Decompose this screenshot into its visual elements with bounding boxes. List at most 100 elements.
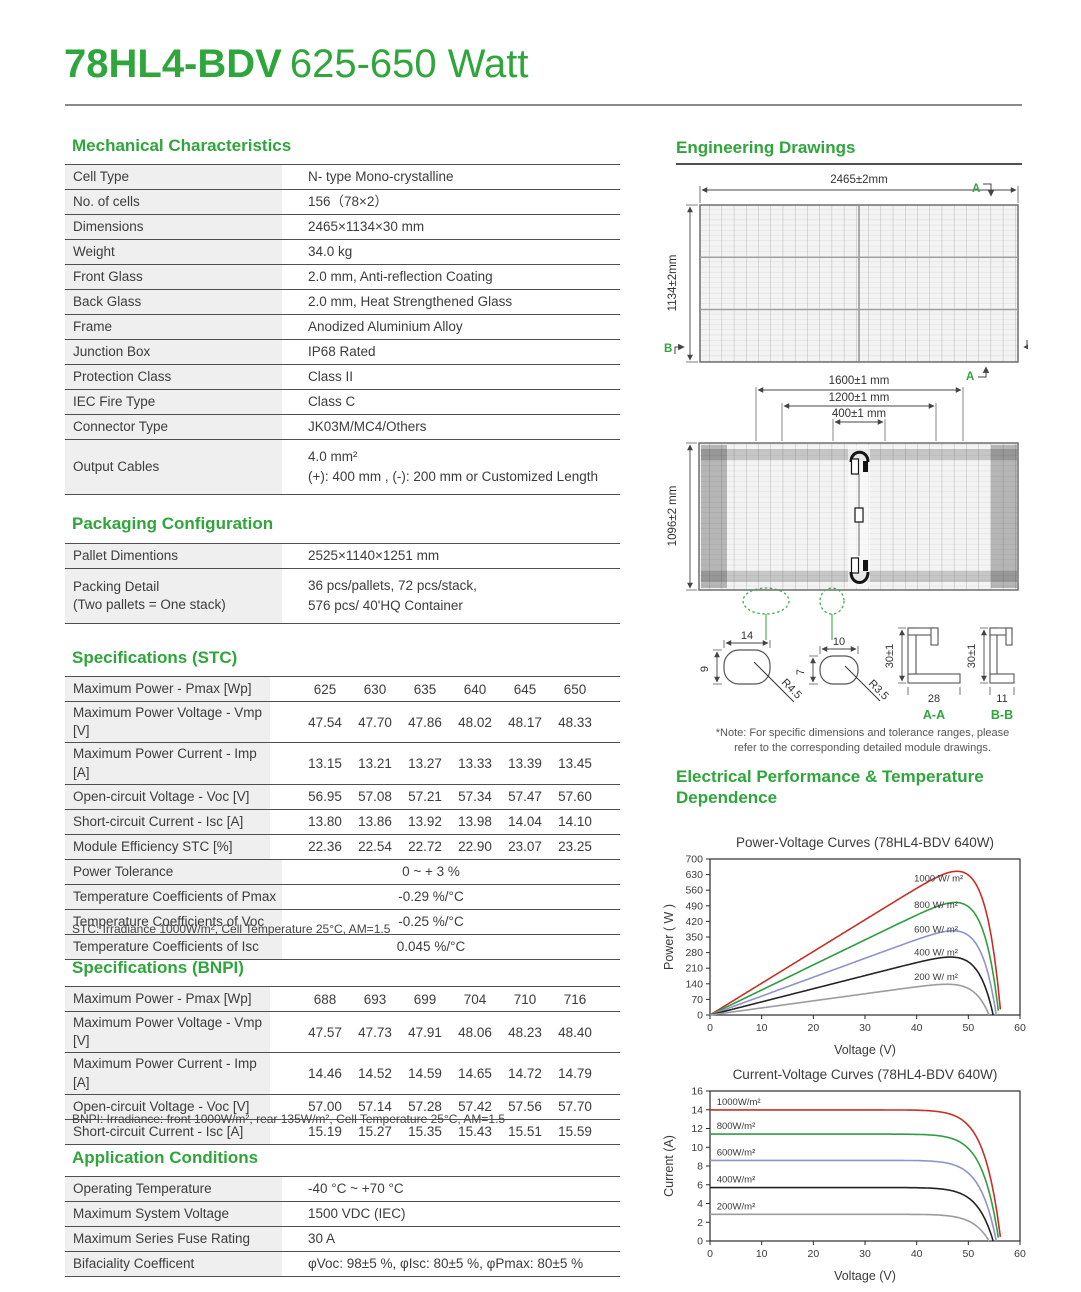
row-label-text: Short-circuit Current - Isc [A] bbox=[73, 813, 244, 829]
curve-1000 bbox=[709, 870, 1002, 1016]
row-value: IP68 Rated bbox=[282, 340, 620, 364]
row-label-text: Weight bbox=[73, 243, 115, 259]
row-label-text: Maximum Power Voltage - Vmp [V] bbox=[73, 705, 263, 739]
row-label-text: Temperature Coefficients of Isc bbox=[73, 938, 259, 954]
row-label: Open-circuit Voltage - Voc [V] bbox=[65, 784, 270, 809]
y-tick-label: 420 bbox=[685, 916, 703, 928]
spec-value: 15.59 bbox=[558, 1124, 592, 1140]
y-tick-label: 70 bbox=[691, 994, 703, 1006]
row-value-text: IP68 Rated bbox=[308, 344, 376, 360]
row-value-text: 4.0 mm² bbox=[308, 449, 358, 465]
stc-footnote: STC: Irradiance 1000W/m², Cell Temperatu… bbox=[72, 922, 391, 936]
curve-400 bbox=[710, 1186, 994, 1242]
table-row: Short-circuit Current - Isc [A] 15.19 15.2… bbox=[65, 1119, 620, 1145]
curve-400 bbox=[709, 956, 994, 1016]
curve-200 bbox=[709, 983, 990, 1016]
row-label: Maximum Power - Pmax [Wp] bbox=[65, 677, 270, 701]
spec-value: 688 bbox=[313, 991, 337, 1007]
y-tick-label: 4 bbox=[697, 1198, 703, 1210]
row-label-text: Frame bbox=[73, 318, 113, 334]
row-values: 22.36 22.54 22.72 22.90 23.07 23.25 bbox=[270, 835, 620, 859]
bb-label: B-B bbox=[991, 708, 1013, 722]
table-row: Maximum Power Current - Imp [A] 13.15 13.2… bbox=[65, 743, 620, 785]
packaging-table: Pallet Dimentions 2525×1140×1251 mm Packin… bbox=[65, 543, 620, 624]
table-row: Maximum Series Fuse Rating 30 A bbox=[65, 1227, 620, 1252]
row-span-value: 0.045 %/°C bbox=[396, 939, 466, 955]
junction-box bbox=[849, 450, 870, 584]
x-tick-label: 30 bbox=[859, 1022, 871, 1034]
spec-value: 57.47 bbox=[508, 789, 542, 805]
header-divider bbox=[65, 104, 1022, 106]
spec-value: 57.28 bbox=[408, 1099, 442, 1115]
spec-value: 47.54 bbox=[308, 714, 342, 730]
row-values: 57.00 57.14 57.28 57.42 57.56 57.70 bbox=[270, 1095, 620, 1119]
spec-value: 47.73 bbox=[358, 1024, 392, 1040]
table-row: Module Efficiency STC [%] 22.36 22.54 22.72… bbox=[65, 834, 620, 860]
spec-value: 13.33 bbox=[458, 756, 492, 772]
spec-value: 699 bbox=[413, 991, 437, 1007]
curve-label: 800 W/ m² bbox=[914, 900, 958, 911]
row-label: Short-circuit Current - Isc [A] bbox=[65, 809, 270, 834]
bnpi-footnote: BNPI: Irradiance: front 1000W/m², rear 1… bbox=[72, 1112, 506, 1126]
curve-800 bbox=[709, 901, 1000, 1016]
spec-value: 22.90 bbox=[458, 839, 492, 855]
row-label-text: Temperature Coefficients of Voc bbox=[73, 913, 265, 929]
x-tick-label: 40 bbox=[911, 1022, 923, 1034]
slot1-width: 14 bbox=[741, 630, 753, 642]
spec-value: 635 bbox=[413, 681, 437, 697]
curve-label: 600W/m² bbox=[717, 1147, 756, 1158]
spec-value: 23.25 bbox=[558, 839, 592, 855]
row-value: JK03M/MC4/Others bbox=[282, 415, 620, 439]
y-tick-label: 0 bbox=[697, 1236, 703, 1248]
table-row: Operating Temperature -40 °C ~ +70 °C bbox=[65, 1177, 620, 1202]
table-row: Maximum Power Current - Imp [A] 14.46 14.5… bbox=[65, 1053, 620, 1095]
spec-value: 645 bbox=[513, 681, 537, 697]
row-label-text: Back Glass bbox=[73, 293, 142, 309]
row-value-text2: (+): 400 mm , (-): 200 mm or Customized … bbox=[308, 469, 598, 484]
row-value-text: 36 pcs/pallets, 72 pcs/stack, bbox=[308, 578, 477, 594]
y-tick-label: 560 bbox=[685, 885, 703, 897]
chart-title: Power-Voltage Curves (78HL4-BDV 640W) bbox=[736, 835, 994, 850]
spec-value: 56.95 bbox=[308, 789, 342, 805]
x-tick-label: 20 bbox=[807, 1248, 819, 1260]
page-title: 78HL4-BDV 625-650 Watt bbox=[64, 42, 529, 87]
table-row: Maximum System Voltage 1500 VDC (IEC) bbox=[65, 1202, 620, 1227]
spec-value: 630 bbox=[363, 681, 387, 697]
spec-value: 22.36 bbox=[308, 839, 342, 855]
table-row: Bifaciality Coefficent φVoc: 98±5 %, φIsc… bbox=[65, 1252, 620, 1277]
table-row: Maximum Power - Pmax [Wp] 688 693 699 704 710… bbox=[65, 987, 620, 1012]
row-value: 34.0 kg bbox=[282, 240, 620, 264]
row-value: Class II bbox=[282, 365, 620, 389]
y-tick-label: 350 bbox=[685, 932, 703, 944]
rear-view-drawing: 1600±1 mm 1200±1 mm 400±1 mm 1096±2 mm bbox=[667, 375, 1019, 640]
table-row: Maximum Power Voltage - Vmp [V] 47.57 47.7… bbox=[65, 1012, 620, 1054]
row-label-text: Maximum Power Voltage - Vmp [V] bbox=[73, 1015, 263, 1049]
row-value-text: 156（78×2） bbox=[308, 194, 388, 210]
row-label: Temperature Coefficients of Isc bbox=[65, 934, 282, 959]
dim-rear-height: 1096±2 mm bbox=[667, 486, 679, 547]
row-label-text: Maximum Power Current - Imp [A] bbox=[73, 1056, 257, 1090]
table-row: Power Tolerance 0 ~ + 3 % bbox=[65, 859, 620, 885]
spec-value: 57.21 bbox=[408, 789, 442, 805]
row-label-text: Maximum System Voltage bbox=[73, 1205, 230, 1221]
plot-border bbox=[709, 1090, 1021, 1242]
row-label-text: Packing Detail bbox=[73, 578, 160, 594]
row-label: Back Glass bbox=[65, 290, 282, 314]
row-label-text: Protection Class bbox=[73, 368, 172, 384]
row-label: Pallet Dimentions bbox=[65, 544, 282, 568]
table-row: Temperature Coefficients of Isc 0.045 %/°… bbox=[65, 934, 620, 960]
x-tick-label: 0 bbox=[707, 1248, 713, 1260]
row-label: Output Cables bbox=[65, 440, 282, 494]
row-values: 13.80 13.86 13.92 13.98 14.04 14.10 bbox=[270, 810, 620, 834]
row-value-text: Class II bbox=[308, 369, 354, 385]
row-label: Packing Detail (Two pallets = One stack) bbox=[65, 569, 282, 623]
spec-value: 13.45 bbox=[558, 756, 592, 772]
row-label: No. of cells bbox=[65, 190, 282, 214]
table-row: Cell Type N- type Mono-crystalline bbox=[65, 165, 620, 190]
row-label-text: No. of cells bbox=[73, 193, 140, 209]
front-view-drawing: 2465±2mm 1134±2mm A A B B bbox=[664, 174, 1028, 383]
slot-detail-1: 14 9 R4.5 bbox=[699, 630, 804, 703]
row-label-text: Connector Type bbox=[73, 418, 169, 434]
row-label-text: Power Tolerance bbox=[73, 863, 174, 879]
slot1-radius: R4.5 bbox=[779, 677, 804, 702]
